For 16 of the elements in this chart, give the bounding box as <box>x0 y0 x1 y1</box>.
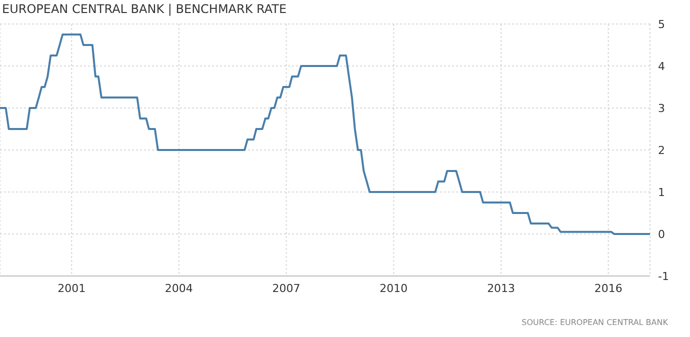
y-tick-label: -1 <box>658 270 669 283</box>
x-tick-label: 2013 <box>487 282 516 295</box>
x-tick-label: 2007 <box>272 282 300 295</box>
y-tick-label: 1 <box>658 186 665 199</box>
line-series <box>0 34 650 235</box>
y-tick-label: 0 <box>658 228 665 241</box>
chart-title: EUROPEAN CENTRAL BANK | BENCHMARK RATE <box>2 2 287 16</box>
x-tick-label: 2016 <box>594 282 622 295</box>
y-tick-label: 2 <box>658 144 665 157</box>
x-tick-label: 2001 <box>58 282 86 295</box>
y-tick-label: 4 <box>658 60 665 73</box>
x-tick-label: 2010 <box>380 282 408 295</box>
y-tick-label: 5 <box>658 18 665 31</box>
source-note: SOURCE: EUROPEAN CENTRAL BANK <box>522 318 668 327</box>
x-tick-label: 2004 <box>164 282 193 295</box>
y-tick-label: 3 <box>658 102 665 115</box>
